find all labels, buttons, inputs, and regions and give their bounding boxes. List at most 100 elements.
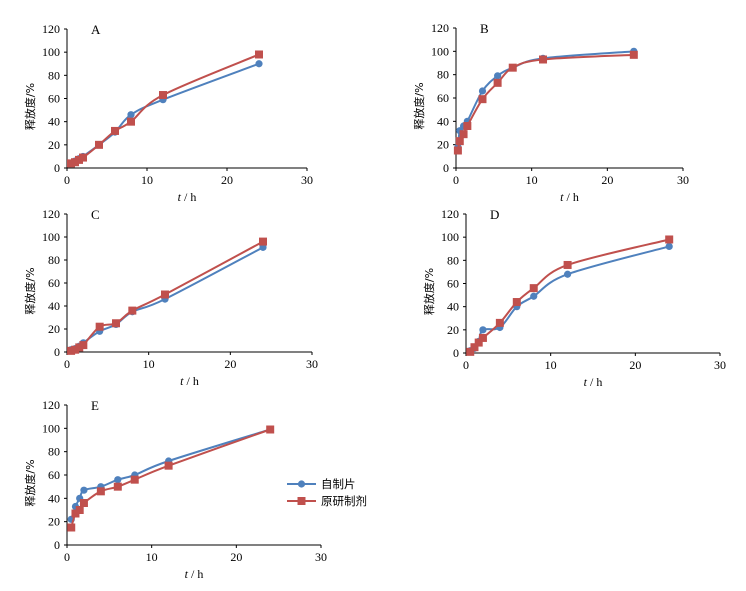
legend-marker (297, 497, 306, 505)
x-tick-label: 10 (141, 173, 153, 187)
y-tick-label: 60 (48, 468, 60, 482)
data-point (665, 235, 674, 244)
y-axis-label: 释放度/% (23, 83, 37, 130)
x-tick-label: 30 (315, 550, 327, 564)
data-point (75, 343, 84, 352)
y-tick-label: 60 (447, 277, 459, 291)
x-tick-label: 20 (629, 358, 641, 372)
data-point (79, 341, 88, 350)
y-tick-label: 40 (48, 299, 60, 313)
data-point (508, 63, 517, 72)
data-point (95, 140, 103, 149)
x-axis-label: t / h (180, 374, 199, 388)
data-point (164, 461, 173, 470)
x-axis-label-variable: t (584, 375, 588, 389)
x-axis-label-variable: t (180, 374, 184, 388)
data-point (127, 111, 135, 119)
series-line (469, 238, 670, 353)
data-point (479, 326, 487, 334)
data-point (494, 72, 502, 80)
data-point (266, 425, 275, 434)
y-tick-label: 40 (48, 491, 60, 505)
data-point (539, 55, 548, 64)
y-axis-label: 释放度/% (23, 267, 37, 314)
y-tick-label: 0 (54, 538, 60, 552)
x-tick-label: 30 (714, 358, 726, 372)
data-point (159, 91, 167, 100)
y-tick-label: 0 (54, 161, 60, 175)
y-tick-label: 20 (437, 138, 449, 152)
x-axis-label-unit: / h (587, 375, 602, 389)
y-axis-label: 释放度/% (23, 459, 37, 506)
series-original (67, 50, 263, 168)
data-point (530, 292, 538, 300)
y-tick-label: 0 (453, 346, 459, 360)
data-point (113, 482, 122, 491)
x-tick-label: 10 (545, 358, 557, 372)
data-point (75, 506, 84, 514)
legend-label: 原研制剂 (321, 494, 367, 508)
data-point (255, 60, 263, 68)
panel-b: 0 20 40 60 80 100 120 0 10 20 30 t / h 释放度/% B (412, 21, 689, 204)
data-point (470, 343, 479, 352)
data-point (128, 306, 137, 315)
y-axis-label: 释放度/% (422, 268, 436, 315)
y-tick-label: 100 (441, 230, 459, 244)
series-original (466, 235, 674, 356)
data-point (112, 319, 120, 328)
data-point (95, 322, 104, 331)
y-tick-label: 0 (443, 161, 449, 175)
panel-label: D (490, 207, 499, 222)
y-tick-label: 120 (42, 398, 60, 412)
legend-label: 自制片 (321, 477, 356, 491)
data-point (478, 333, 487, 342)
x-axis-label-variable: t (560, 190, 564, 204)
y-tick-label: 100 (42, 421, 60, 435)
y-tick-label: 120 (42, 22, 60, 36)
x-tick-label: 0 (453, 173, 459, 187)
data-point (114, 476, 122, 484)
x-tick-label: 20 (601, 173, 613, 187)
series-self-made (67, 243, 267, 354)
y-tick-label: 80 (48, 445, 60, 459)
x-tick-label: 20 (224, 357, 236, 371)
x-tick-label: 0 (64, 357, 70, 371)
y-tick-label: 120 (431, 21, 449, 35)
series-self-made (67, 425, 274, 523)
y-tick-label: 120 (42, 207, 60, 221)
x-tick-label: 10 (146, 550, 158, 564)
legend-marker (297, 480, 306, 488)
x-tick-label: 10 (526, 173, 538, 187)
series-line (70, 428, 271, 528)
series-self-made (466, 242, 673, 355)
y-tick-label: 100 (431, 44, 449, 58)
x-axis-label-unit: / h (188, 567, 203, 581)
y-tick-label: 60 (48, 276, 60, 290)
data-point (455, 137, 464, 146)
data-point (629, 50, 638, 59)
data-point (563, 260, 572, 269)
data-point (67, 346, 76, 355)
y-tick-label: 20 (48, 515, 60, 529)
y-tick-label: 120 (441, 207, 459, 221)
data-point (79, 153, 87, 162)
panel-c: 0 20 40 60 80 100 120 0 10 20 30 t / h 释放度/% C (23, 207, 318, 388)
x-tick-label: 0 (64, 550, 70, 564)
data-point (130, 475, 139, 484)
series-original (453, 50, 638, 155)
data-point (71, 345, 80, 354)
data-point (463, 122, 472, 130)
x-axis-label: t / h (584, 375, 603, 389)
x-axis-label: t / h (185, 567, 204, 581)
x-tick-label: 30 (301, 173, 313, 187)
data-point (80, 486, 88, 494)
data-point (67, 523, 76, 532)
legend-item-self-made: 自制片 (287, 477, 356, 491)
data-point (459, 130, 468, 139)
y-tick-label: 100 (42, 230, 60, 244)
data-point (127, 117, 135, 126)
series-original (67, 425, 275, 532)
panel-label: A (91, 22, 101, 37)
panel-e: 0 20 40 60 80 100 120 0 10 20 30 t / h 释放度/% E (23, 398, 327, 581)
